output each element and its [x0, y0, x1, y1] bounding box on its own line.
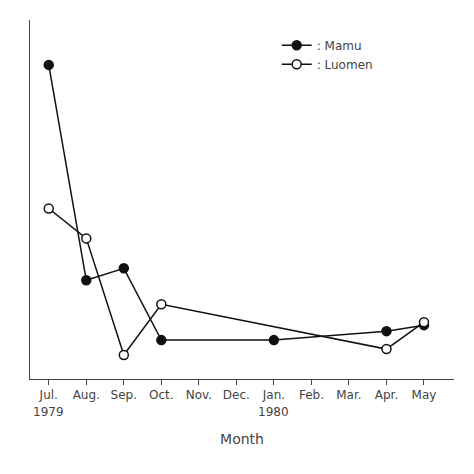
svg-text:Mar.: Mar.	[336, 388, 361, 402]
svg-text:Dec.: Dec.	[223, 388, 250, 402]
svg-text:Nov.: Nov.	[186, 388, 212, 402]
svg-text:Feb.: Feb.	[299, 388, 324, 402]
svg-text:Sep.: Sep.	[111, 388, 137, 402]
svg-text:Jul.: Jul.	[39, 388, 58, 402]
svg-text:1979: 1979	[33, 405, 64, 419]
svg-text:Aug.: Aug.	[73, 388, 100, 402]
svg-text:1980: 1980	[258, 405, 289, 419]
svg-text:Oct.: Oct.	[149, 388, 174, 402]
svg-text:Jan.: Jan.	[262, 388, 285, 402]
svg-text:Month: Month	[220, 431, 264, 447]
svg-text:: Luomen: : Luomen	[317, 58, 373, 72]
svg-text:May: May	[412, 388, 437, 402]
svg-text:: Mamu: : Mamu	[317, 39, 362, 53]
svg-text:Apr.: Apr.	[375, 388, 398, 402]
